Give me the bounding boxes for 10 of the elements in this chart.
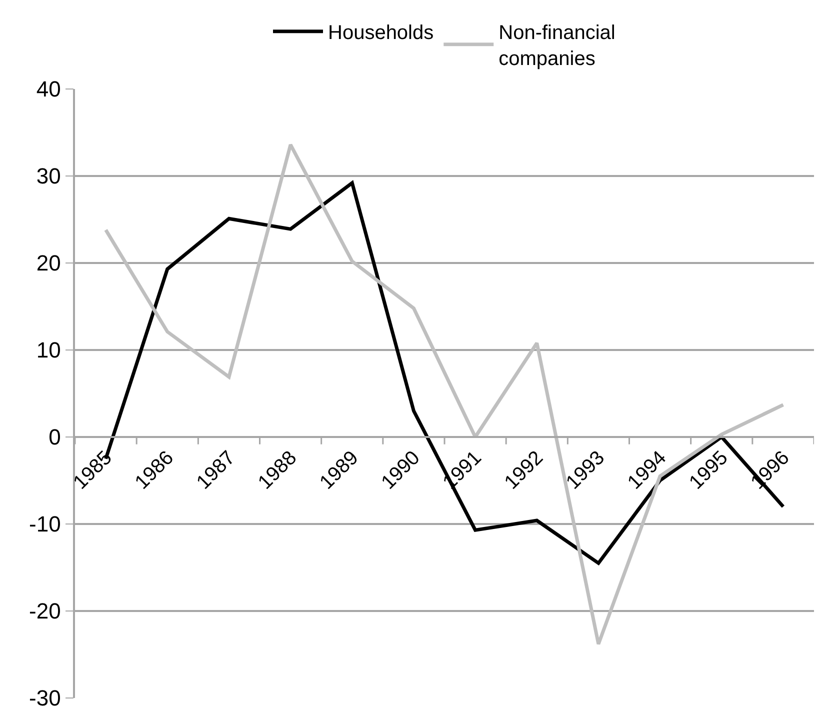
- legend-label: Households: [328, 22, 434, 44]
- y-tick-label: -10: [29, 512, 61, 537]
- y-tick-label: 20: [36, 250, 61, 276]
- y-tick-label: 40: [36, 76, 61, 102]
- y-tick-label: -30: [29, 686, 61, 711]
- y-tick-label: -20: [29, 598, 61, 624]
- legend-label: Non-financial companies: [498, 22, 616, 70]
- y-tick-label: 30: [36, 164, 61, 189]
- y-tick-label: 0: [48, 424, 61, 450]
- y-tick-label: 10: [36, 338, 61, 363]
